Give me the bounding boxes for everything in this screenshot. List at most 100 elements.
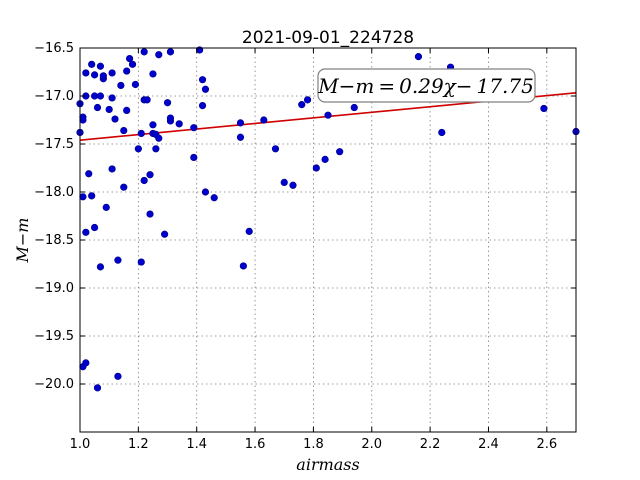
data-point bbox=[102, 203, 110, 211]
data-point bbox=[201, 85, 210, 93]
x-tick-label: 1.2 bbox=[128, 437, 149, 452]
data-point bbox=[149, 121, 157, 129]
data-point bbox=[137, 258, 145, 266]
data-point bbox=[540, 104, 548, 113]
data-point bbox=[93, 384, 102, 392]
data-point bbox=[96, 62, 105, 70]
annotation-box bbox=[317, 68, 536, 103]
data-point bbox=[201, 188, 210, 196]
data-point bbox=[236, 119, 245, 127]
data-point bbox=[82, 228, 90, 236]
data-point bbox=[161, 230, 169, 238]
data-point bbox=[82, 69, 90, 77]
data-point bbox=[114, 256, 122, 264]
y-tick-label: −20.0 bbox=[34, 377, 74, 392]
data-point bbox=[114, 372, 122, 380]
x-tick-label: 2.6 bbox=[536, 437, 557, 452]
data-point bbox=[245, 227, 253, 235]
data-point bbox=[350, 103, 358, 112]
data-point bbox=[175, 120, 183, 128]
data-point bbox=[298, 101, 306, 109]
data-point bbox=[190, 153, 198, 162]
points-layer bbox=[76, 46, 580, 392]
data-point bbox=[260, 116, 268, 124]
data-point bbox=[111, 115, 119, 123]
data-point bbox=[108, 69, 116, 77]
data-point bbox=[236, 133, 245, 141]
data-point bbox=[134, 145, 142, 153]
data-point bbox=[90, 71, 99, 79]
x-tick-label: 2.4 bbox=[478, 437, 499, 452]
y-axis-label: M−m bbox=[13, 218, 32, 264]
data-point bbox=[79, 193, 87, 201]
data-point bbox=[143, 96, 151, 104]
data-point bbox=[131, 80, 140, 89]
data-point bbox=[137, 129, 145, 138]
data-point bbox=[414, 53, 423, 61]
data-point bbox=[96, 92, 105, 100]
data-point bbox=[280, 178, 288, 186]
data-point bbox=[166, 114, 175, 122]
y-tick-label: −18.5 bbox=[34, 233, 74, 248]
chart-title: 2021-09-01_224728 bbox=[242, 28, 414, 48]
data-point bbox=[140, 176, 148, 185]
data-point bbox=[289, 181, 297, 189]
data-point bbox=[90, 223, 99, 232]
data-point bbox=[321, 155, 329, 163]
data-point bbox=[303, 96, 312, 104]
data-point bbox=[79, 113, 87, 121]
data-point bbox=[312, 164, 320, 172]
data-point bbox=[324, 111, 332, 119]
data-point bbox=[149, 70, 157, 78]
data-point bbox=[336, 148, 344, 156]
y-tick-label: −17.0 bbox=[34, 89, 74, 104]
data-point bbox=[155, 51, 163, 59]
x-axis-ticks: 1.0 1.2 1.4 1.6 1.8 2.0 2.2 2.4 2.6 bbox=[70, 48, 557, 452]
data-point bbox=[123, 67, 131, 75]
x-tick-label: 1.6 bbox=[245, 437, 266, 452]
x-tick-label: 2.0 bbox=[361, 437, 382, 452]
data-point bbox=[163, 99, 172, 107]
data-point bbox=[93, 103, 102, 112]
x-axis-label: airmass bbox=[296, 455, 359, 474]
data-point bbox=[120, 183, 128, 191]
data-point bbox=[239, 262, 247, 270]
y-axis-ticks: −16.5 −17.0 −17.5 −18.0 −18.5 −19.0 −19.5 −20.0 bbox=[34, 41, 576, 392]
x-tick-label: 1.0 bbox=[70, 437, 91, 452]
data-point bbox=[105, 105, 113, 114]
data-point bbox=[82, 359, 90, 367]
data-point bbox=[152, 145, 160, 153]
data-point bbox=[120, 126, 128, 135]
data-point bbox=[271, 145, 280, 153]
y-tick-label: −19.5 bbox=[34, 329, 74, 344]
data-point bbox=[198, 76, 207, 84]
y-tick-label: −16.5 bbox=[34, 41, 74, 56]
data-point bbox=[128, 60, 137, 68]
x-tick-label: 1.8 bbox=[303, 437, 324, 452]
data-point bbox=[96, 263, 105, 271]
data-point bbox=[88, 60, 96, 68]
fit-annotation: M−m = 0.29χ− 17.75 bbox=[317, 68, 536, 103]
y-tick-label: −19.0 bbox=[34, 281, 74, 296]
data-point bbox=[99, 72, 107, 80]
y-tick-label: −18.0 bbox=[34, 185, 74, 200]
y-tick-label: −17.5 bbox=[34, 137, 74, 152]
x-tick-label: 2.2 bbox=[420, 437, 441, 452]
data-point bbox=[123, 106, 131, 114]
data-point bbox=[140, 48, 148, 56]
data-point bbox=[85, 170, 93, 178]
data-point bbox=[155, 134, 163, 142]
data-point bbox=[108, 94, 116, 102]
data-point bbox=[146, 210, 154, 218]
data-point bbox=[88, 192, 96, 200]
data-point bbox=[108, 165, 116, 173]
data-point bbox=[210, 194, 218, 202]
data-point bbox=[146, 171, 154, 179]
data-point bbox=[198, 101, 207, 110]
annotation-text: M−m = 0.29χ− 17.75 bbox=[317, 74, 534, 98]
data-point bbox=[126, 54, 134, 63]
data-point bbox=[117, 81, 125, 90]
data-point bbox=[438, 128, 446, 137]
data-point bbox=[166, 48, 175, 56]
